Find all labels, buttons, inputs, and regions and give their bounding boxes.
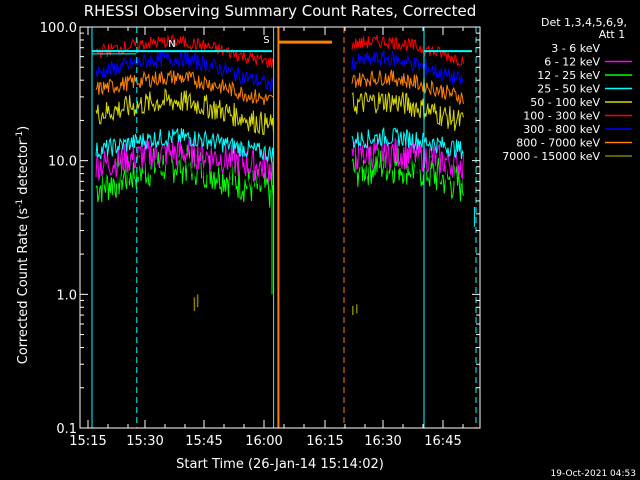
legend-entry-label-7: 800 - 7000 keV xyxy=(516,137,600,150)
x-tick-label: 15:15 xyxy=(69,434,106,449)
series-4-segment-1 xyxy=(351,91,464,131)
series-4-segment-0 xyxy=(95,88,275,136)
series-5-segment-1 xyxy=(351,35,464,67)
legend-entry-label-4: 50 - 100 keV xyxy=(530,96,600,109)
x-tick-label: 16:00 xyxy=(245,434,282,449)
marker-label-n: N xyxy=(168,39,175,50)
legend-header-line-1: Det 1,3,4,5,6,9, xyxy=(541,16,627,29)
y-axis-label: Corrected Count Rate (s-1 detector-1) xyxy=(15,126,31,364)
y-tick-label: 0.1 xyxy=(56,422,77,437)
x-tick-label: 16:15 xyxy=(306,434,343,449)
y-axis-label-main: Corrected Count Rate (s xyxy=(16,208,31,365)
chart-title: RHESSI Observing Summary Count Rates, Co… xyxy=(84,2,477,20)
y-axis-label-sup2: -1 xyxy=(15,131,25,140)
x-tick-label: 16:30 xyxy=(364,434,401,449)
series-1-segment-0 xyxy=(95,138,275,183)
series-3-segment-1 xyxy=(351,126,464,160)
x-tick-label: 15:45 xyxy=(185,434,222,449)
legend-entry-label-6: 300 - 800 keV xyxy=(523,123,600,136)
series-7-segment-0 xyxy=(95,69,274,105)
series-6-segment-1 xyxy=(351,49,464,85)
series-1-segment-1 xyxy=(351,136,464,180)
legend-header-line-2: Att 1 xyxy=(599,28,625,41)
series-7-segment-1 xyxy=(351,69,464,105)
series-6-segment-0 xyxy=(95,49,275,92)
legend-entry-label-5: 100 - 300 keV xyxy=(523,110,600,123)
y-tick-label: 100.0 xyxy=(40,21,77,36)
series-3-segment-0 xyxy=(95,128,275,163)
timestamp: 19-Oct-2021 04:53 xyxy=(551,469,636,479)
legend-entry-label-1: 6 - 12 keV xyxy=(544,56,600,69)
y-tick-label: 10.0 xyxy=(48,155,77,170)
axis-layer: 100.0 10.0 1.0 0.115:15 15:30 15:45 16:00 16:15… xyxy=(40,21,481,449)
y-axis-label-sup1: -1 xyxy=(15,199,25,208)
x-tick-label: 16:45 xyxy=(424,434,461,449)
x-axis-label: Start Time (26-Jan-14 15:14:02) xyxy=(176,457,384,472)
legend-entry-label-2: 12 - 25 keV xyxy=(537,69,600,82)
legend-entry-label-3: 25 - 50 keV xyxy=(537,83,600,96)
y-tick-label: 1.0 xyxy=(56,288,77,303)
plot-frame xyxy=(79,26,481,429)
legend-entry-label-0: 3 - 6 keV xyxy=(551,42,600,55)
marker-label-s: S xyxy=(263,35,269,46)
legend-entry-label-8: 7000 - 15000 keV xyxy=(502,150,600,163)
y-axis-label-end: ) xyxy=(16,126,31,131)
x-tick-label: 15:30 xyxy=(126,434,163,449)
series-5-segment-0 xyxy=(95,33,275,69)
y-axis-label-mid: detector xyxy=(16,139,31,199)
